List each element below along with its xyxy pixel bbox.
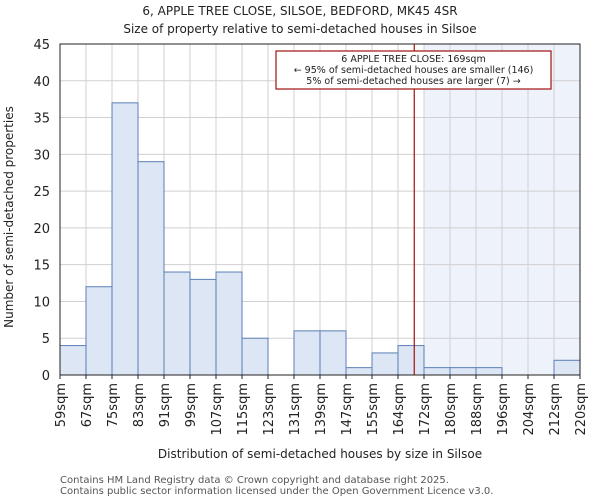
y-tick-label: 5 — [42, 332, 50, 347]
x-tick-label: 131sqm — [288, 383, 303, 436]
footer-line-1: Contains HM Land Registry data © Crown c… — [60, 475, 449, 486]
y-tick-label: 15 — [33, 259, 50, 274]
bar — [189, 278, 217, 376]
x-tick-label: 155sqm — [366, 383, 381, 436]
y-tick-label: 35 — [33, 112, 50, 127]
y-axis-label: Number of semi-detached properties — [2, 106, 16, 328]
x-tick-label: 188sqm — [470, 383, 485, 436]
y-tick-label: 45 — [33, 38, 50, 53]
y-tick-label: 30 — [33, 148, 50, 163]
bar — [137, 161, 165, 376]
bar — [163, 271, 191, 376]
annotation-line-2: ← 95% of semi-detached houses are smalle… — [294, 65, 534, 76]
bar — [449, 367, 477, 376]
y-tick-label: 0 — [42, 369, 50, 384]
footer-line-2: Contains public sector information licen… — [60, 486, 493, 497]
bar — [475, 367, 503, 376]
x-tick-label: 107sqm — [210, 383, 225, 436]
bar — [371, 352, 399, 376]
bar — [423, 367, 451, 376]
bar — [111, 102, 139, 376]
x-tick-label: 220sqm — [574, 383, 589, 436]
x-axis-label: Distribution of semi-detached houses by … — [158, 447, 482, 461]
x-tick-label: 204sqm — [522, 383, 537, 436]
x-tick-label: 115sqm — [236, 383, 251, 436]
annotation-box — [275, 50, 552, 90]
x-tick-label: 75sqm — [106, 383, 121, 427]
bar — [397, 345, 425, 376]
plot-area: 0 5 10 15 20 25 30 35 40 45 59sqm 67sqm 75sqm 83sqm 91… — [33, 38, 589, 436]
x-tick-label: 99sqm — [184, 383, 199, 427]
bar — [345, 367, 373, 376]
x-tick-label: 59sqm — [54, 383, 69, 427]
x-tick-label: 67sqm — [80, 383, 95, 427]
bar — [293, 330, 321, 376]
x-tick-label: 83sqm — [132, 383, 147, 427]
x-tick-label: 196sqm — [496, 383, 511, 436]
x-tick-label: 147sqm — [340, 383, 355, 436]
x-tick-label: 164sqm — [392, 383, 407, 436]
x-tick-label: 212sqm — [548, 383, 563, 436]
x-tick-label: 172sqm — [418, 383, 433, 436]
bar — [215, 271, 243, 376]
x-tick-label: 123sqm — [262, 383, 277, 436]
annotation-line-3: 5% of semi-detached houses are larger (7… — [306, 76, 520, 87]
bar — [59, 345, 87, 376]
chart-subtitle: Size of property relative to semi-detach… — [123, 22, 476, 36]
chart-title: 6, APPLE TREE CLOSE, SILSOE, BEDFORD, MK… — [142, 4, 457, 18]
annotation-line-1: 6 APPLE TREE CLOSE: 169sqm — [341, 54, 485, 65]
x-tick-label: 139sqm — [314, 383, 329, 436]
y-tick-label: 25 — [33, 185, 50, 200]
bar — [241, 337, 269, 376]
bar — [319, 330, 347, 376]
bar — [553, 359, 581, 376]
y-tick-label: 40 — [33, 75, 50, 90]
y-tick-label: 20 — [33, 222, 50, 237]
y-tick-label: 10 — [33, 295, 50, 310]
x-tick-label: 91sqm — [158, 383, 173, 427]
bar — [85, 286, 113, 376]
x-tick-label: 180sqm — [444, 383, 459, 436]
